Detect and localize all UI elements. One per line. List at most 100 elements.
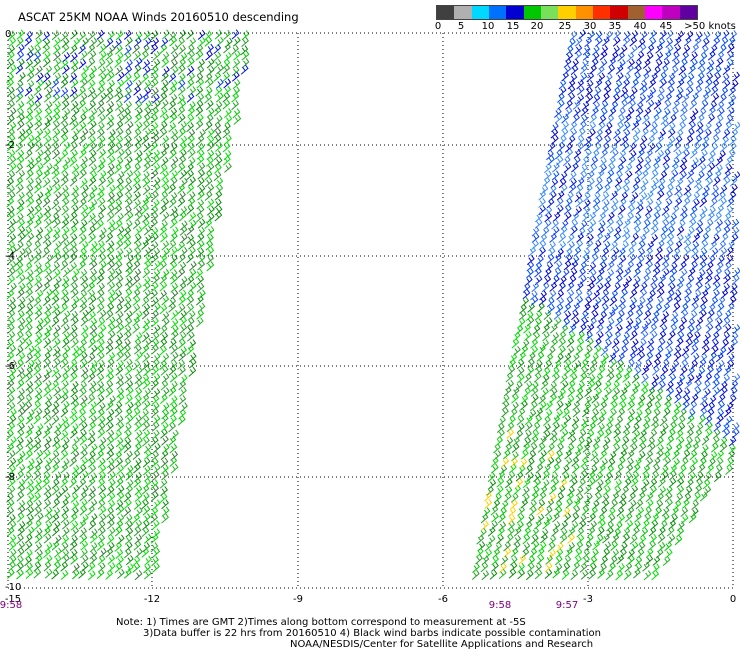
wind-barb xyxy=(627,555,635,566)
wind-barb xyxy=(592,401,600,412)
wind-barb xyxy=(575,444,584,455)
wind-barb xyxy=(588,211,597,222)
wind-barb xyxy=(582,442,591,453)
wind-barb xyxy=(688,114,697,125)
wind-barb xyxy=(71,400,80,411)
wind-barb xyxy=(70,275,79,286)
wind-barb xyxy=(633,520,641,531)
wind-barb xyxy=(115,457,123,468)
wind-barb xyxy=(638,94,647,105)
wind-barb xyxy=(726,457,735,468)
wind-barb xyxy=(519,303,527,314)
wind-barb xyxy=(123,330,132,341)
wind-barb xyxy=(159,359,168,370)
wind-barb xyxy=(168,386,177,397)
wind-barb xyxy=(107,463,116,474)
wind-barb xyxy=(142,360,150,371)
wind-barb xyxy=(98,484,107,495)
wind-barb xyxy=(69,44,78,55)
wind-barb xyxy=(637,491,646,502)
wind-barb xyxy=(579,170,588,181)
wind-barb xyxy=(24,541,33,552)
wind-barb xyxy=(188,352,197,363)
wind-barb xyxy=(591,499,600,511)
wind-barb xyxy=(545,353,554,364)
wind-barb xyxy=(6,499,15,510)
wind-barb xyxy=(708,150,716,161)
wind-barb xyxy=(563,555,572,566)
wind-barb xyxy=(718,346,727,357)
wind-barb xyxy=(177,163,186,174)
wind-barb xyxy=(585,331,593,342)
wind-barb xyxy=(608,352,617,363)
wind-barb xyxy=(656,239,665,250)
wind-barb xyxy=(555,542,564,553)
wind-barb xyxy=(534,261,543,272)
wind-barb xyxy=(579,323,587,334)
wind-barb xyxy=(615,212,624,224)
wind-barb xyxy=(598,519,606,530)
wind-barb xyxy=(634,512,642,523)
wind-barb xyxy=(565,148,574,159)
wind-barb xyxy=(160,99,169,110)
wind-barb xyxy=(645,260,654,271)
wind-barb xyxy=(610,204,618,215)
wind-barb xyxy=(107,155,116,166)
wind-barb xyxy=(161,198,170,209)
wind-barb xyxy=(98,471,107,482)
wind-barb xyxy=(116,444,125,455)
wind-barb xyxy=(124,114,133,125)
wind-barb xyxy=(107,289,116,300)
wind-barb xyxy=(705,261,714,272)
wind-barb xyxy=(572,407,581,418)
wind-barb xyxy=(645,499,654,510)
wind-barb xyxy=(152,247,161,258)
wind-barb xyxy=(97,240,105,251)
wind-barb xyxy=(604,30,613,41)
wind-barb xyxy=(612,380,620,391)
wind-barb xyxy=(115,311,124,322)
wind-barb xyxy=(170,254,178,265)
wind-barb xyxy=(663,50,672,61)
wind-barb xyxy=(548,535,557,546)
wind-barb xyxy=(223,85,232,96)
wind-barb xyxy=(116,555,124,566)
wind-barb xyxy=(634,562,643,573)
wind-barb xyxy=(645,295,654,306)
wind-barb xyxy=(89,318,98,329)
wind-barb xyxy=(44,268,53,279)
wind-barb xyxy=(476,534,485,545)
wind-barb xyxy=(628,492,636,503)
wind-barb xyxy=(508,568,517,579)
wind-barb xyxy=(564,197,573,208)
wind-barb xyxy=(678,261,687,272)
wind-barb xyxy=(187,57,195,68)
wind-barb xyxy=(636,204,644,215)
wind-barb xyxy=(135,107,143,118)
wind-barb xyxy=(34,304,43,315)
wind-barb xyxy=(108,129,116,140)
wind-barb xyxy=(693,289,702,301)
wind-barb xyxy=(60,134,69,145)
wind-barb xyxy=(114,563,123,574)
wind-barb xyxy=(679,157,688,168)
wind-barb xyxy=(534,569,543,580)
wind-barb xyxy=(43,79,52,90)
wind-barb xyxy=(634,556,643,567)
wind-barb xyxy=(33,156,42,167)
wind-barb xyxy=(720,86,729,97)
wind-barb xyxy=(607,458,616,469)
wind-barb xyxy=(615,570,624,581)
wind-barb xyxy=(80,316,89,327)
wind-barb xyxy=(9,246,17,257)
wind-barb xyxy=(96,190,105,201)
wind-barb xyxy=(528,450,537,461)
wind-barb xyxy=(639,30,648,41)
wind-barb xyxy=(79,351,88,362)
wind-barb xyxy=(588,128,596,139)
wind-barb xyxy=(729,30,738,41)
wind-barb xyxy=(600,458,609,469)
wind-barb xyxy=(169,359,178,370)
wind-barb xyxy=(536,554,545,565)
wind-barb xyxy=(679,211,688,222)
